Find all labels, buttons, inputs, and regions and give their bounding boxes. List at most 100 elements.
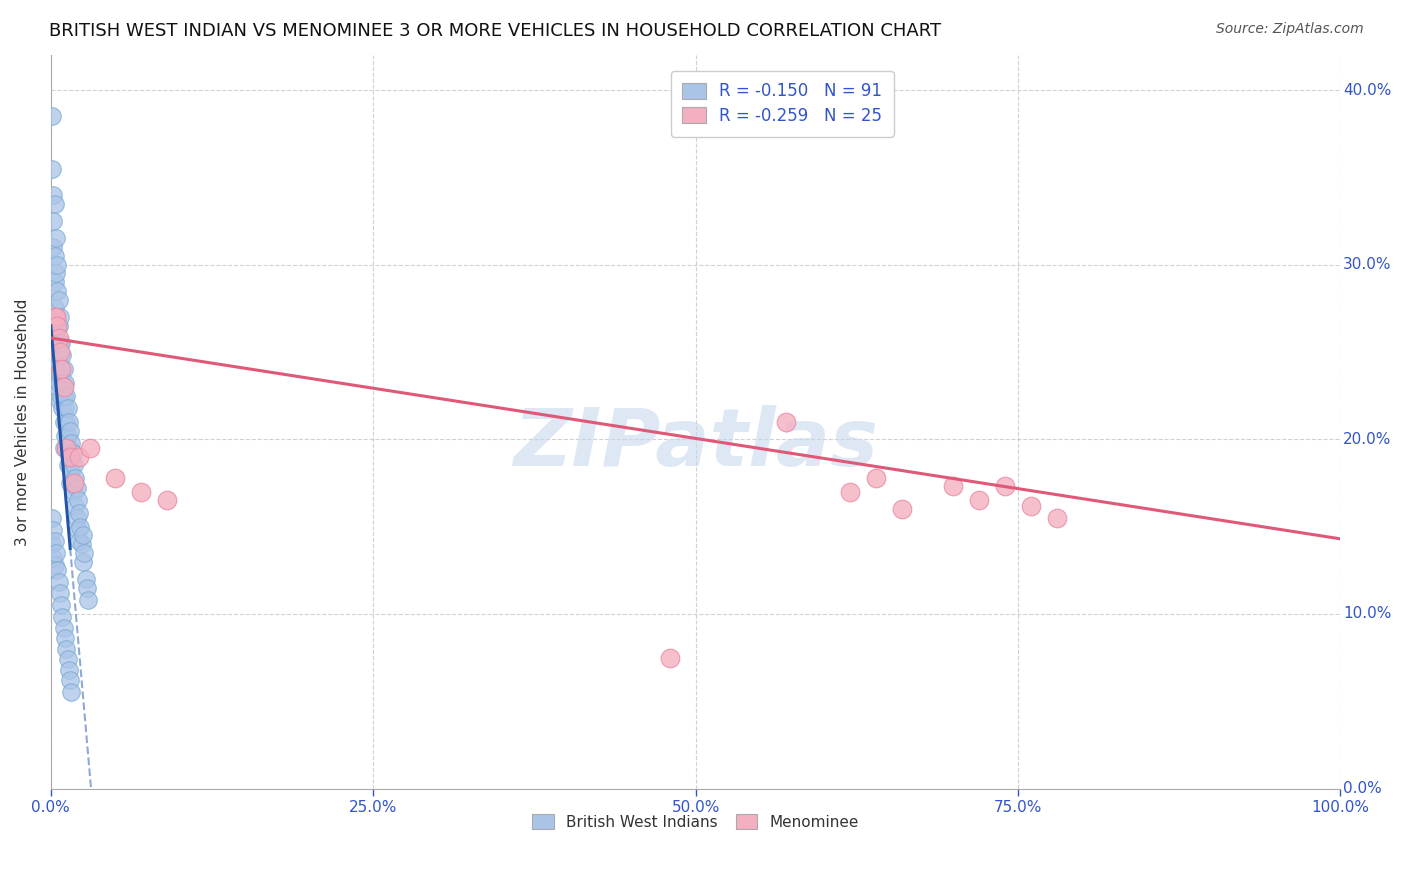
Text: Source: ZipAtlas.com: Source: ZipAtlas.com [1216,22,1364,37]
Point [58,415,80,429]
Point [67,506,90,520]
Point [658,650,681,665]
Point [48,376,70,391]
Point [41,537,63,551]
Text: BRITISH WEST INDIAN VS MENOMINEE 3 OR MORE VEHICLES IN HOUSEHOLD CORRELATION CHA: BRITISH WEST INDIAN VS MENOMINEE 3 OR MO… [49,22,942,40]
Point [69,519,91,533]
Point [51,401,73,415]
Point [55,441,77,455]
Point [49,598,72,612]
Point [49,310,72,324]
Point [52,362,75,376]
Point [62,475,84,490]
Point [63,458,86,473]
Point [51,376,73,391]
Point [42,214,65,228]
Point [56,429,79,443]
Text: 30.0%: 30.0% [1343,257,1392,272]
Point [66,493,89,508]
Point [59,450,82,464]
Point [42,551,65,566]
Point [156,493,179,508]
Point [46,318,69,333]
Point [49,586,72,600]
Point [49,336,72,351]
Point [76,581,98,595]
Point [72,528,94,542]
Point [65,499,87,513]
Point [77,593,100,607]
Point [60,464,83,478]
Point [49,389,72,403]
Point [51,610,73,624]
Point [52,441,75,455]
Point [46,380,69,394]
Point [63,475,86,490]
Point [45,546,67,560]
Point [59,673,82,688]
Point [66,523,89,537]
Point [41,161,63,176]
Point [70,537,93,551]
Point [48,293,70,307]
Point [49,336,72,351]
Point [67,533,90,548]
Point [62,446,84,460]
Point [45,310,67,324]
Point [51,349,73,363]
Point [59,450,82,464]
Point [56,401,79,415]
Point [46,258,69,272]
Point [59,424,82,438]
Point [56,458,79,473]
Point [41,109,63,123]
Point [45,231,67,245]
Point [42,187,65,202]
Point [42,523,65,537]
Point [48,349,70,363]
Point [45,310,67,324]
Point [55,415,77,429]
Point [49,362,72,376]
Point [46,284,69,298]
Point [1019,499,1042,513]
Point [58,663,80,677]
Point [967,493,990,508]
Text: 10.0%: 10.0% [1343,607,1392,622]
Text: ZIPatlas: ZIPatlas [513,405,879,483]
Point [75,572,97,586]
Point [60,435,83,450]
Point [44,533,66,548]
Point [46,353,69,368]
Point [865,471,887,485]
Point [48,575,70,590]
Point [49,345,72,359]
Point [1046,511,1069,525]
Point [129,484,152,499]
Point [44,310,66,324]
Point [839,484,862,499]
Point [48,318,70,333]
Point [67,450,90,464]
Point [44,275,66,289]
Point [52,380,75,394]
Text: 40.0%: 40.0% [1343,83,1392,97]
Point [53,376,76,391]
Point [73,546,96,560]
Point [53,429,76,443]
Point [994,479,1017,493]
Point [890,502,912,516]
Point [49,393,72,408]
Point [58,441,80,455]
Point [55,641,77,656]
Point [56,652,79,666]
Point [46,563,69,577]
Point [59,475,82,490]
Point [104,471,127,485]
Text: 20.0%: 20.0% [1343,432,1392,447]
Point [53,632,76,646]
Point [41,511,63,525]
Point [65,481,87,495]
Point [63,484,86,499]
Point [44,558,66,572]
